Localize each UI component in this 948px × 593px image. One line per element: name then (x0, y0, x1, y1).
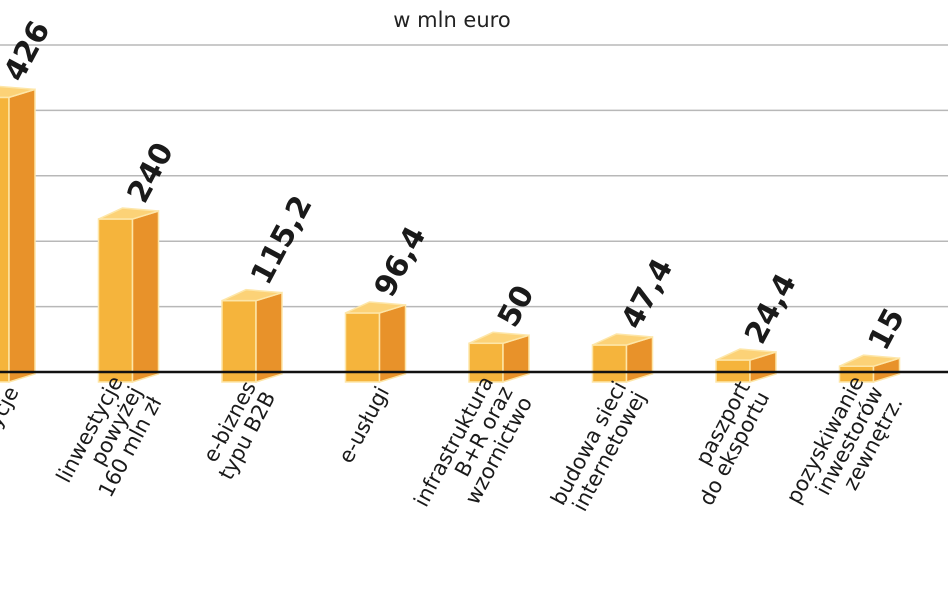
bar (591, 333, 654, 384)
category-label-line: e-usługi (334, 382, 394, 467)
chart-title: w mln euro (393, 8, 510, 32)
bar (344, 301, 407, 384)
bar (838, 354, 901, 384)
value-label: 426 (0, 15, 57, 87)
bar-front-face (221, 299, 257, 383)
bar-front-face (97, 218, 134, 383)
bar-side-face (131, 210, 160, 384)
bar (97, 207, 160, 384)
bar-top-face (345, 301, 406, 314)
category-label: e-usługi (334, 382, 394, 467)
bar-front-face (0, 96, 10, 383)
bar (221, 288, 283, 384)
value-label: 50 (491, 280, 542, 333)
value-label: 240 (121, 137, 181, 209)
bar (0, 85, 36, 384)
bar-top-face (468, 331, 530, 345)
bar (715, 348, 777, 384)
value-label: 15 (862, 303, 913, 356)
category-label-line: ycje (0, 382, 24, 431)
bar-top-face (592, 333, 653, 346)
bar-top-face (715, 348, 777, 361)
bar (468, 331, 530, 384)
bar-side-face (255, 291, 283, 384)
bars (0, 85, 901, 384)
bar-side-face (8, 88, 36, 384)
bar-top-face (98, 207, 159, 220)
bar-front-face (344, 312, 381, 383)
bar-top-face (0, 85, 36, 99)
bar-front-face (591, 344, 628, 383)
bar-side-face (378, 303, 407, 384)
bar-top-face (221, 288, 283, 302)
category-label: ycje (0, 382, 24, 431)
value-label: 47,4 (615, 253, 681, 335)
bar-top-face (839, 354, 900, 367)
value-label: 115,2 (244, 190, 319, 290)
value-label: 96,4 (368, 221, 434, 303)
value-label: 24,4 (738, 268, 804, 350)
